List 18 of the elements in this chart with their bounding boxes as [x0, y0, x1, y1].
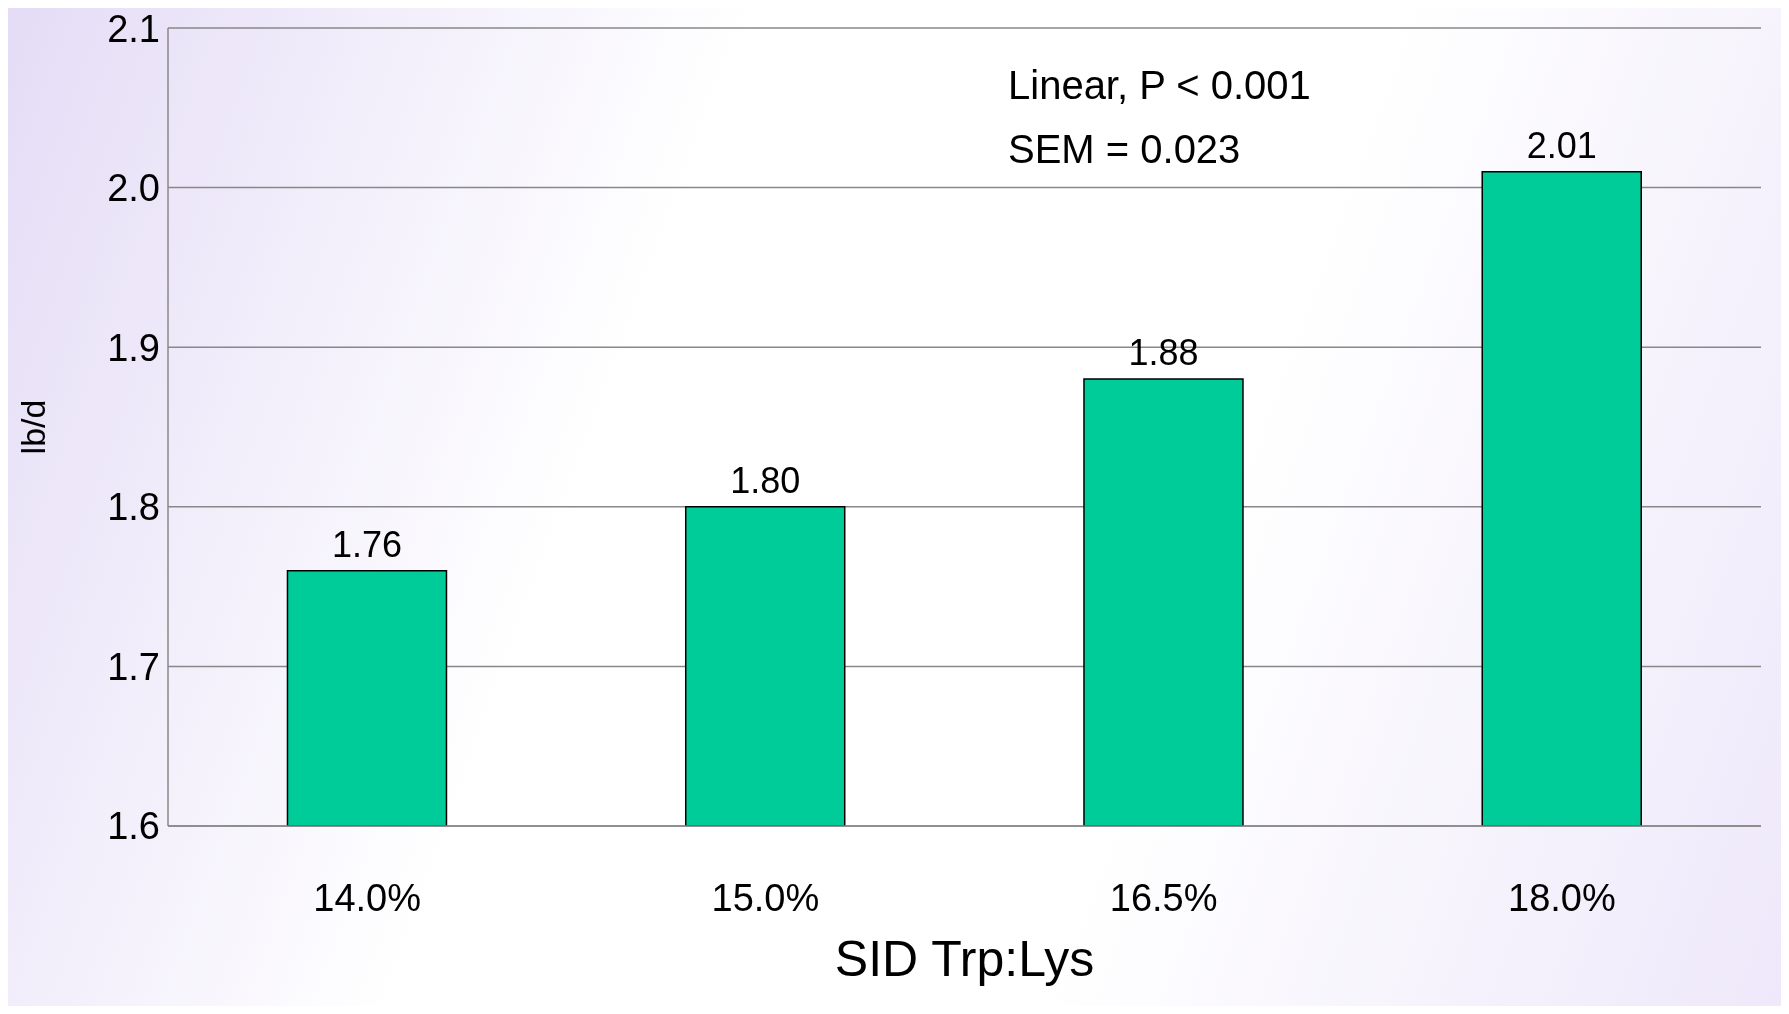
x-tick-label: 14.0%: [313, 876, 421, 919]
y-tick-label: 2.0: [107, 167, 160, 210]
x-tick-label: 16.5%: [1109, 876, 1218, 919]
data-label: 1.88: [1128, 332, 1199, 374]
x-axis-title: SID Trp:Lys: [834, 931, 1095, 987]
y-tick-label: 1.9: [107, 326, 160, 369]
y-tick-label: 2.1: [107, 7, 160, 50]
x-tick-label: 15.0%: [711, 876, 820, 919]
y-tick-label: 1.6: [107, 805, 160, 848]
data-label: 1.80: [730, 459, 801, 501]
y-axis-title: lb/d: [14, 399, 53, 455]
data-label: 1.76: [331, 523, 403, 565]
annotation: Linear, P < 0.001: [1008, 62, 1311, 109]
data-label: 2.01: [1526, 124, 1597, 166]
y-tick-label: 1.8: [107, 486, 160, 529]
x-tick-label: 18.0%: [1508, 876, 1616, 919]
y-tick-label: 1.7: [107, 645, 160, 688]
annotation: SEM = 0.023: [1008, 126, 1242, 173]
